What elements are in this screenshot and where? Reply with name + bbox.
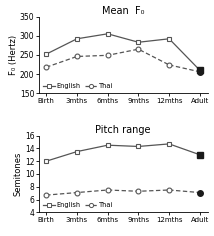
- Title: Mean  F₀: Mean F₀: [102, 6, 144, 16]
- Title: Pitch range: Pitch range: [95, 125, 151, 135]
- Legend: English, Thai: English, Thai: [42, 202, 114, 209]
- Legend: English, Thai: English, Thai: [42, 83, 114, 90]
- Y-axis label: Semitones: Semitones: [14, 152, 23, 196]
- Y-axis label: F₀ (Hertz): F₀ (Hertz): [9, 35, 18, 75]
